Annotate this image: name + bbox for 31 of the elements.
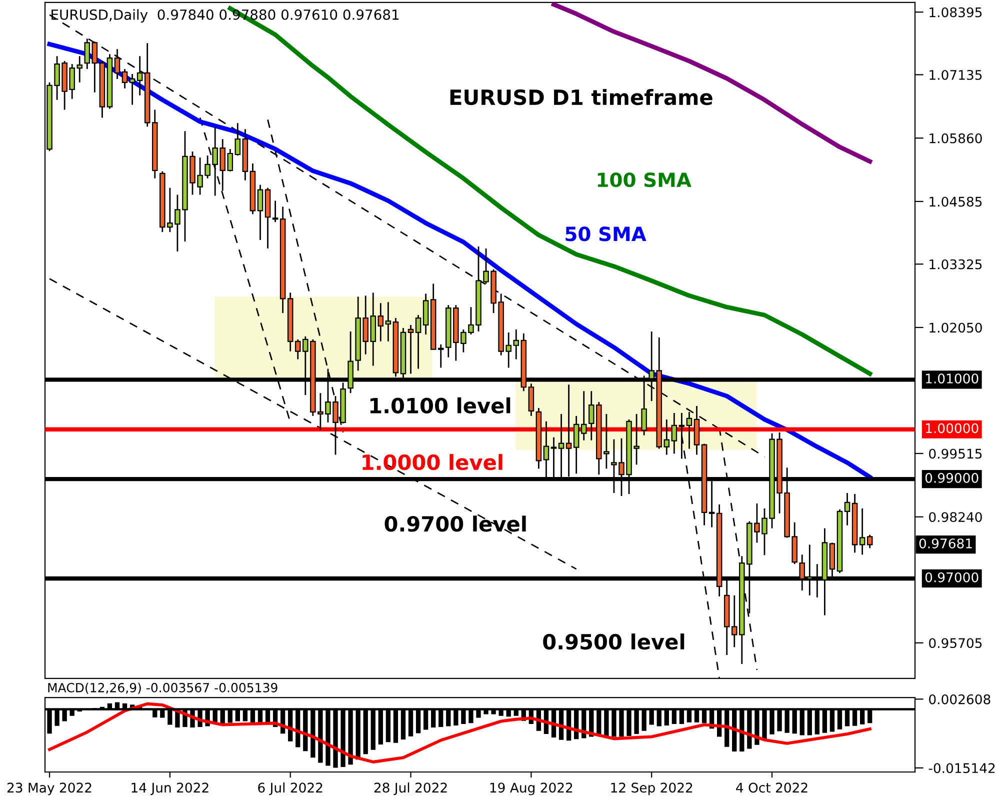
y-tick-label: 0.98240 (929, 512, 982, 522)
y-tick-label: 1.05860 (930, 133, 982, 144)
y-tick-label: -0.015142 (928, 763, 995, 774)
y-tick-label: 1.04585 (930, 196, 982, 207)
y-tick-label: 0.002608 (929, 694, 990, 704)
y-tick-label: 1.07135 (930, 70, 982, 80)
y-tick-label: 0.99515 (929, 448, 982, 459)
ref-line-label: 1.01000 (926, 374, 978, 384)
y-tick-label: 1.03325 (930, 259, 982, 270)
category-label: 12 Sep 2022 (611, 782, 692, 796)
category-label: 14 Jun 2022 (132, 782, 208, 796)
text: 50 SMA (566, 226, 646, 242)
text: 0.97681 (919, 538, 972, 548)
category-label: 19 Aug 2022 (490, 782, 572, 796)
y-tick-label: 1.08395 (930, 7, 982, 18)
category-label: 6 Jul 2022 (258, 782, 322, 796)
annotation: 1.0000 level (362, 454, 502, 470)
annotation: 0.9500 level (543, 634, 684, 650)
ref-line-label: 1.00000 (926, 423, 978, 434)
ref-line-label: 0.97000 (925, 572, 978, 582)
category-label: 28 Jul 2022 (374, 782, 447, 796)
category-label: 4 Oct 2022 (736, 782, 808, 793)
y-tick-label: 0.95705 (929, 638, 982, 648)
y-tick-label: 1.02050 (930, 322, 982, 333)
annotation: 1.0100 level (370, 397, 510, 414)
annotation: EURUSD D1 timeframe (450, 88, 712, 106)
annotation: 0.9700 level (384, 516, 526, 532)
text: 100 SMA (598, 172, 692, 188)
ref-line-label: 0.99000 (925, 472, 978, 483)
chart-title: MACD(12,26,9) -0.003567 -0.005139 (48, 682, 278, 694)
category-label: 23 May 2022 (7, 782, 92, 796)
